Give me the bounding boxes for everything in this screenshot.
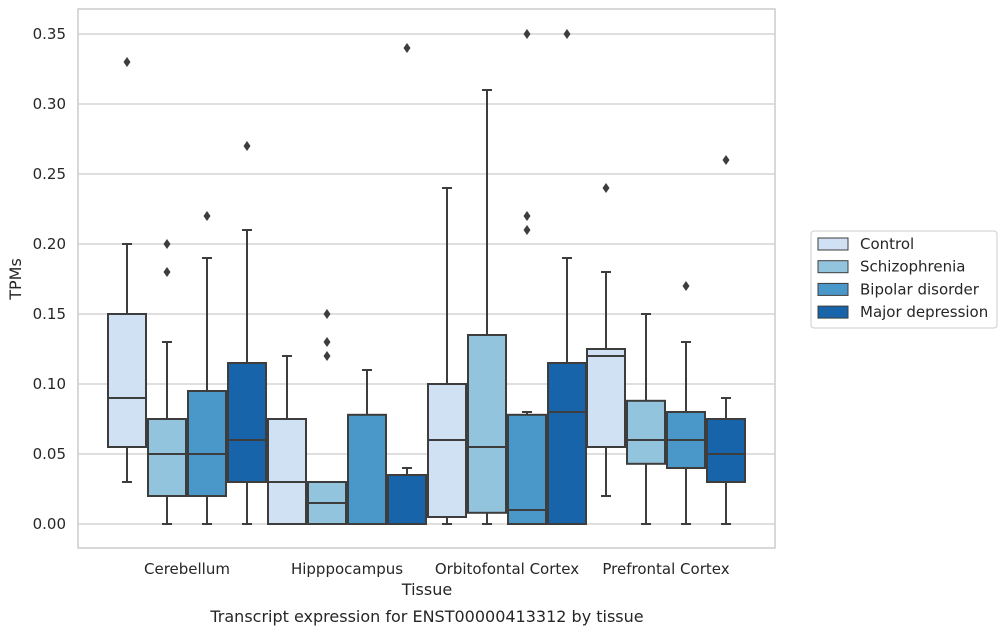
box-iqr (586, 348, 626, 448)
box-major-depression (547, 29, 587, 525)
box-iqr (347, 413, 387, 525)
box-bipolar-disorder (507, 29, 547, 525)
y-tick-label: 0.25 (33, 165, 66, 183)
x-tick-label: Cerebellum (144, 560, 230, 578)
legend-label: Control (860, 235, 914, 253)
box-iqr (187, 390, 227, 497)
box-iqr (467, 334, 507, 514)
box-iqr (706, 418, 746, 483)
box-bipolar-disorder (187, 211, 227, 525)
box-bipolar-disorder (666, 281, 706, 525)
outlier-point (523, 225, 531, 235)
box-control (107, 57, 147, 483)
x-tick-label: Orbitofontal Cortex (435, 560, 579, 578)
legend-items: Control Schizophrenia Bipolar disorder Majo… (817, 235, 988, 321)
outlier-point (722, 155, 730, 165)
chart-caption: Transcript expression for ENST0000041331… (209, 607, 643, 626)
legend-label: Schizophrenia (860, 258, 965, 276)
box-iqr (267, 418, 307, 525)
outlier-point (203, 211, 211, 221)
box-major-depression (387, 43, 427, 525)
y-axis-label: TPMs (6, 258, 25, 301)
outlier-point (523, 211, 531, 221)
y-tick-label: 0.20 (33, 235, 66, 253)
legend-swatch (817, 305, 849, 319)
box-iqr (427, 383, 467, 518)
outlier-point (403, 43, 411, 53)
box-major-depression (706, 155, 746, 525)
outlier-point (523, 29, 531, 39)
outlier-point (123, 57, 131, 67)
plot-frame (77, 8, 776, 549)
outlier-point (163, 239, 171, 249)
outlier-point (682, 281, 690, 291)
box-schizophrenia (307, 309, 347, 525)
box-schizophrenia (626, 313, 666, 525)
y-tick-label: 0.05 (33, 445, 66, 463)
box-iqr (547, 362, 587, 525)
outlier-point (323, 309, 331, 319)
box-iqr (227, 362, 267, 483)
box-iqr (387, 474, 427, 525)
box-iqr (507, 413, 547, 525)
y-tick-label: 0.35 (33, 25, 66, 43)
box-iqr (147, 418, 187, 497)
box-control (427, 187, 467, 525)
outlier-point (563, 29, 571, 39)
x-axis-label: Tissue (401, 580, 452, 599)
y-tick-label: 0.00 (33, 515, 66, 533)
y-tick-label: 0.30 (33, 95, 66, 113)
x-tick-label: Hipppocampus (291, 560, 403, 578)
legend-label: Bipolar disorder (860, 280, 980, 298)
legend: Control Schizophrenia Bipolar disorder Majo… (810, 230, 998, 329)
box-control (267, 355, 307, 525)
x-tick-labels: Cerebellum Hipppocampus Orbitofontal Corte… (144, 560, 730, 578)
legend-label: Major depression (860, 303, 988, 321)
box-iqr (107, 313, 147, 448)
box-schizophrenia (467, 89, 507, 525)
legend-swatch (817, 282, 849, 296)
outlier-point (323, 337, 331, 347)
box-iqr (626, 399, 666, 465)
outlier-point (243, 141, 251, 151)
boxes (107, 29, 746, 525)
box-schizophrenia (147, 239, 187, 525)
y-tick-labels: 0.00 0.05 0.10 0.15 0.20 0.25 0.30 0.35 (33, 25, 66, 533)
y-tick-label: 0.10 (33, 375, 66, 393)
legend-frame (810, 230, 998, 329)
outlier-point (602, 183, 610, 193)
outlier-point (163, 267, 171, 277)
x-tick-label: Prefrontal Cortex (602, 560, 729, 578)
legend-swatch (817, 237, 849, 251)
y-tick-label: 0.15 (33, 305, 66, 323)
box-bipolar-disorder (347, 369, 387, 525)
box-control (586, 183, 626, 497)
outlier-point (323, 351, 331, 361)
legend-swatch (817, 260, 849, 274)
box-major-depression (227, 141, 267, 525)
